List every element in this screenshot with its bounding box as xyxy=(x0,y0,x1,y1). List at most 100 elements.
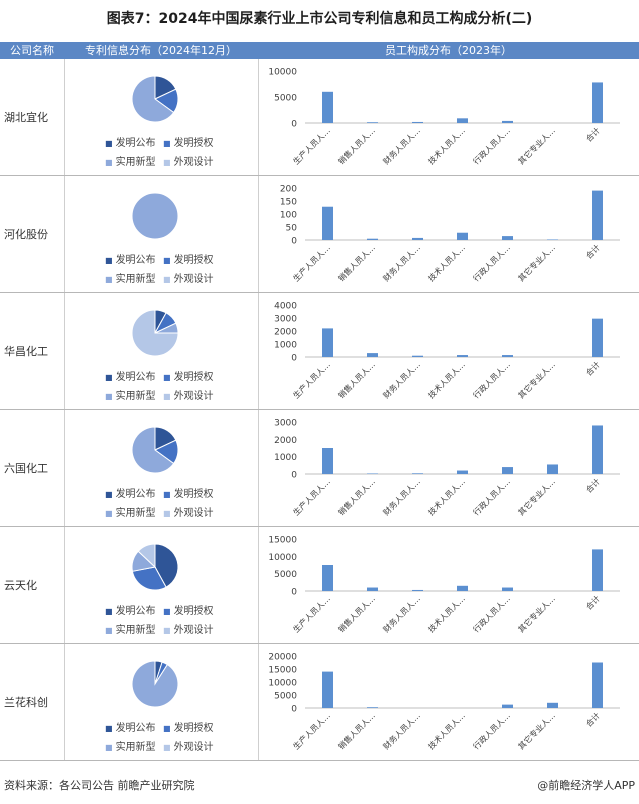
bar xyxy=(457,470,468,474)
bar xyxy=(502,120,513,123)
patent-pie-chart xyxy=(131,309,179,357)
legend-label: 实用新型 xyxy=(115,742,156,753)
bar xyxy=(367,122,378,123)
y-tick-label: 1000 xyxy=(274,341,297,351)
table-row: 河化股份 ■ 发明公布 ■ 发明授权 ■ 实用新型 ■ 外观设计 0 50 100 150 200 生产人员… xyxy=(0,176,639,293)
legend-swatch: ■ xyxy=(163,509,171,518)
legend-swatch: ■ xyxy=(105,275,113,284)
legend-swatch: ■ xyxy=(105,256,113,265)
legend-swatch: ■ xyxy=(163,724,171,733)
x-tick-label: 生产人员人… xyxy=(291,359,332,400)
patent-pie-chart xyxy=(131,75,179,123)
staff-bar-chart: 0 1000 2000 3000 4000 生产人员人… 销售人员人… 财务人员人… 技术人员人… xyxy=(274,302,620,400)
pie-slice-4 xyxy=(137,543,156,569)
legend-swatch: ■ xyxy=(163,373,171,382)
legend-label: 发明授权 xyxy=(173,372,214,383)
pie-slice-2 xyxy=(131,566,167,591)
header-staff: 员工构成分布（2023年） xyxy=(385,44,512,57)
y-tick-label: 0 xyxy=(291,237,297,247)
x-tick-label: 销售人员人… xyxy=(336,359,377,400)
table-row: 兰花科创 ■ 发明公布 ■ 发明授权 ■ 实用新型 ■ 外观设计 0 5000 10000 15000 2… xyxy=(0,644,639,761)
legend-item: ■ 发明授权 xyxy=(163,368,221,387)
legend-swatch: ■ xyxy=(105,392,113,401)
bar xyxy=(367,707,378,708)
legend-swatch: ■ xyxy=(105,373,113,382)
x-tick-label: 销售人员人… xyxy=(336,593,377,634)
column-divider xyxy=(64,176,65,292)
bar xyxy=(457,585,468,591)
patent-pie-chart xyxy=(131,192,179,240)
x-tick-label: 财务人员人… xyxy=(381,125,422,166)
page-title: 图表7：2024年中国尿素行业上市公司专利信息和员工构成分析(二) xyxy=(106,11,533,27)
patent-pie-chart xyxy=(131,543,179,591)
x-tick-label: 行政人员人… xyxy=(471,125,512,166)
y-tick-label: 0 xyxy=(291,588,297,598)
legend-label: 外观设计 xyxy=(173,157,214,168)
bar xyxy=(367,353,378,357)
x-tick-label: 其它专业人… xyxy=(516,242,557,283)
legend-item: ■ 外观设计 xyxy=(163,270,221,289)
bar xyxy=(592,190,603,240)
x-tick-label: 技术人员人… xyxy=(426,359,467,400)
y-tick-label: 10000 xyxy=(268,679,297,689)
legend-item: ■ 发明公布 xyxy=(105,251,163,270)
y-tick-label: 4000 xyxy=(274,302,297,312)
table-row: 华昌化工 ■ 发明公布 ■ 发明授权 ■ 实用新型 ■ 外观设计 0 1000 2000 3000 400… xyxy=(0,293,639,410)
legend-item: ■ 外观设计 xyxy=(163,504,221,523)
legend-item: ■ 发明公布 xyxy=(105,485,163,504)
bar xyxy=(322,671,333,708)
legend-item: ■ 发明授权 xyxy=(163,485,221,504)
y-tick-label: 0 xyxy=(291,120,297,130)
staff-bar-chart: 0 5000 10000 生产人员人… 销售人员人… 财务人员人… 技术人员人… 行政人员人…… xyxy=(268,68,620,166)
bar xyxy=(592,549,603,591)
legend-label: 外观设计 xyxy=(173,391,214,402)
y-tick-label: 200 xyxy=(280,185,297,195)
bar xyxy=(367,238,378,240)
x-tick-label: 合计 xyxy=(584,593,602,611)
column-divider xyxy=(258,410,259,526)
x-tick-label: 其它专业人… xyxy=(516,593,557,634)
bar xyxy=(592,82,603,123)
x-tick-label: 其它专业人… xyxy=(516,476,557,517)
y-tick-label: 3000 xyxy=(274,315,297,325)
company-name: 河化股份 xyxy=(4,228,48,241)
y-tick-label: 15000 xyxy=(268,536,297,546)
x-tick-label: 财务人员人… xyxy=(381,359,422,400)
legend-swatch: ■ xyxy=(163,626,171,635)
legend-label: 发明公布 xyxy=(115,255,156,266)
bar xyxy=(502,704,513,708)
pie-slice-3 xyxy=(131,660,179,708)
y-tick-label: 20000 xyxy=(268,653,297,663)
legend-item: ■ 外观设计 xyxy=(163,621,221,640)
pie-legend: ■ 发明公布 ■ 发明授权 ■ 实用新型 ■ 外观设计 xyxy=(105,485,235,523)
y-tick-label: 10000 xyxy=(268,68,297,78)
x-tick-label: 行政人员人… xyxy=(471,476,512,517)
legend-label: 发明公布 xyxy=(115,723,156,734)
bar xyxy=(592,318,603,357)
staff-bar-chart: 0 1000 2000 3000 生产人员人… 销售人员人… 财务人员人… 技术人员人… 行政人… xyxy=(274,419,620,517)
bar xyxy=(502,587,513,591)
y-tick-label: 50 xyxy=(286,224,298,234)
company-name: 六国化工 xyxy=(4,462,48,475)
legend-swatch: ■ xyxy=(163,158,171,167)
legend-label: 发明授权 xyxy=(173,489,214,500)
legend-swatch: ■ xyxy=(105,139,113,148)
column-divider xyxy=(258,293,259,409)
legend-label: 发明公布 xyxy=(115,606,156,617)
legend-swatch: ■ xyxy=(105,743,113,752)
legend-label: 发明公布 xyxy=(115,489,156,500)
legend-swatch: ■ xyxy=(105,158,113,167)
pie-slice-3 xyxy=(131,426,175,474)
legend-label: 外观设计 xyxy=(173,742,214,753)
pie-legend: ■ 发明公布 ■ 发明授权 ■ 实用新型 ■ 外观设计 xyxy=(105,602,235,640)
x-tick-label: 行政人员人… xyxy=(471,242,512,283)
data-table: 公司名称 专利信息分布（2024年12月） 员工构成分布（2023年） 湖北宜化… xyxy=(0,42,639,762)
legend-swatch: ■ xyxy=(163,275,171,284)
x-tick-label: 合计 xyxy=(584,125,602,143)
x-tick-label: 技术人员人… xyxy=(426,476,467,517)
y-tick-label: 3000 xyxy=(274,419,297,429)
legend-swatch: ■ xyxy=(163,256,171,265)
legend-label: 实用新型 xyxy=(115,274,156,285)
legend-label: 发明公布 xyxy=(115,372,156,383)
legend-label: 发明授权 xyxy=(173,723,214,734)
